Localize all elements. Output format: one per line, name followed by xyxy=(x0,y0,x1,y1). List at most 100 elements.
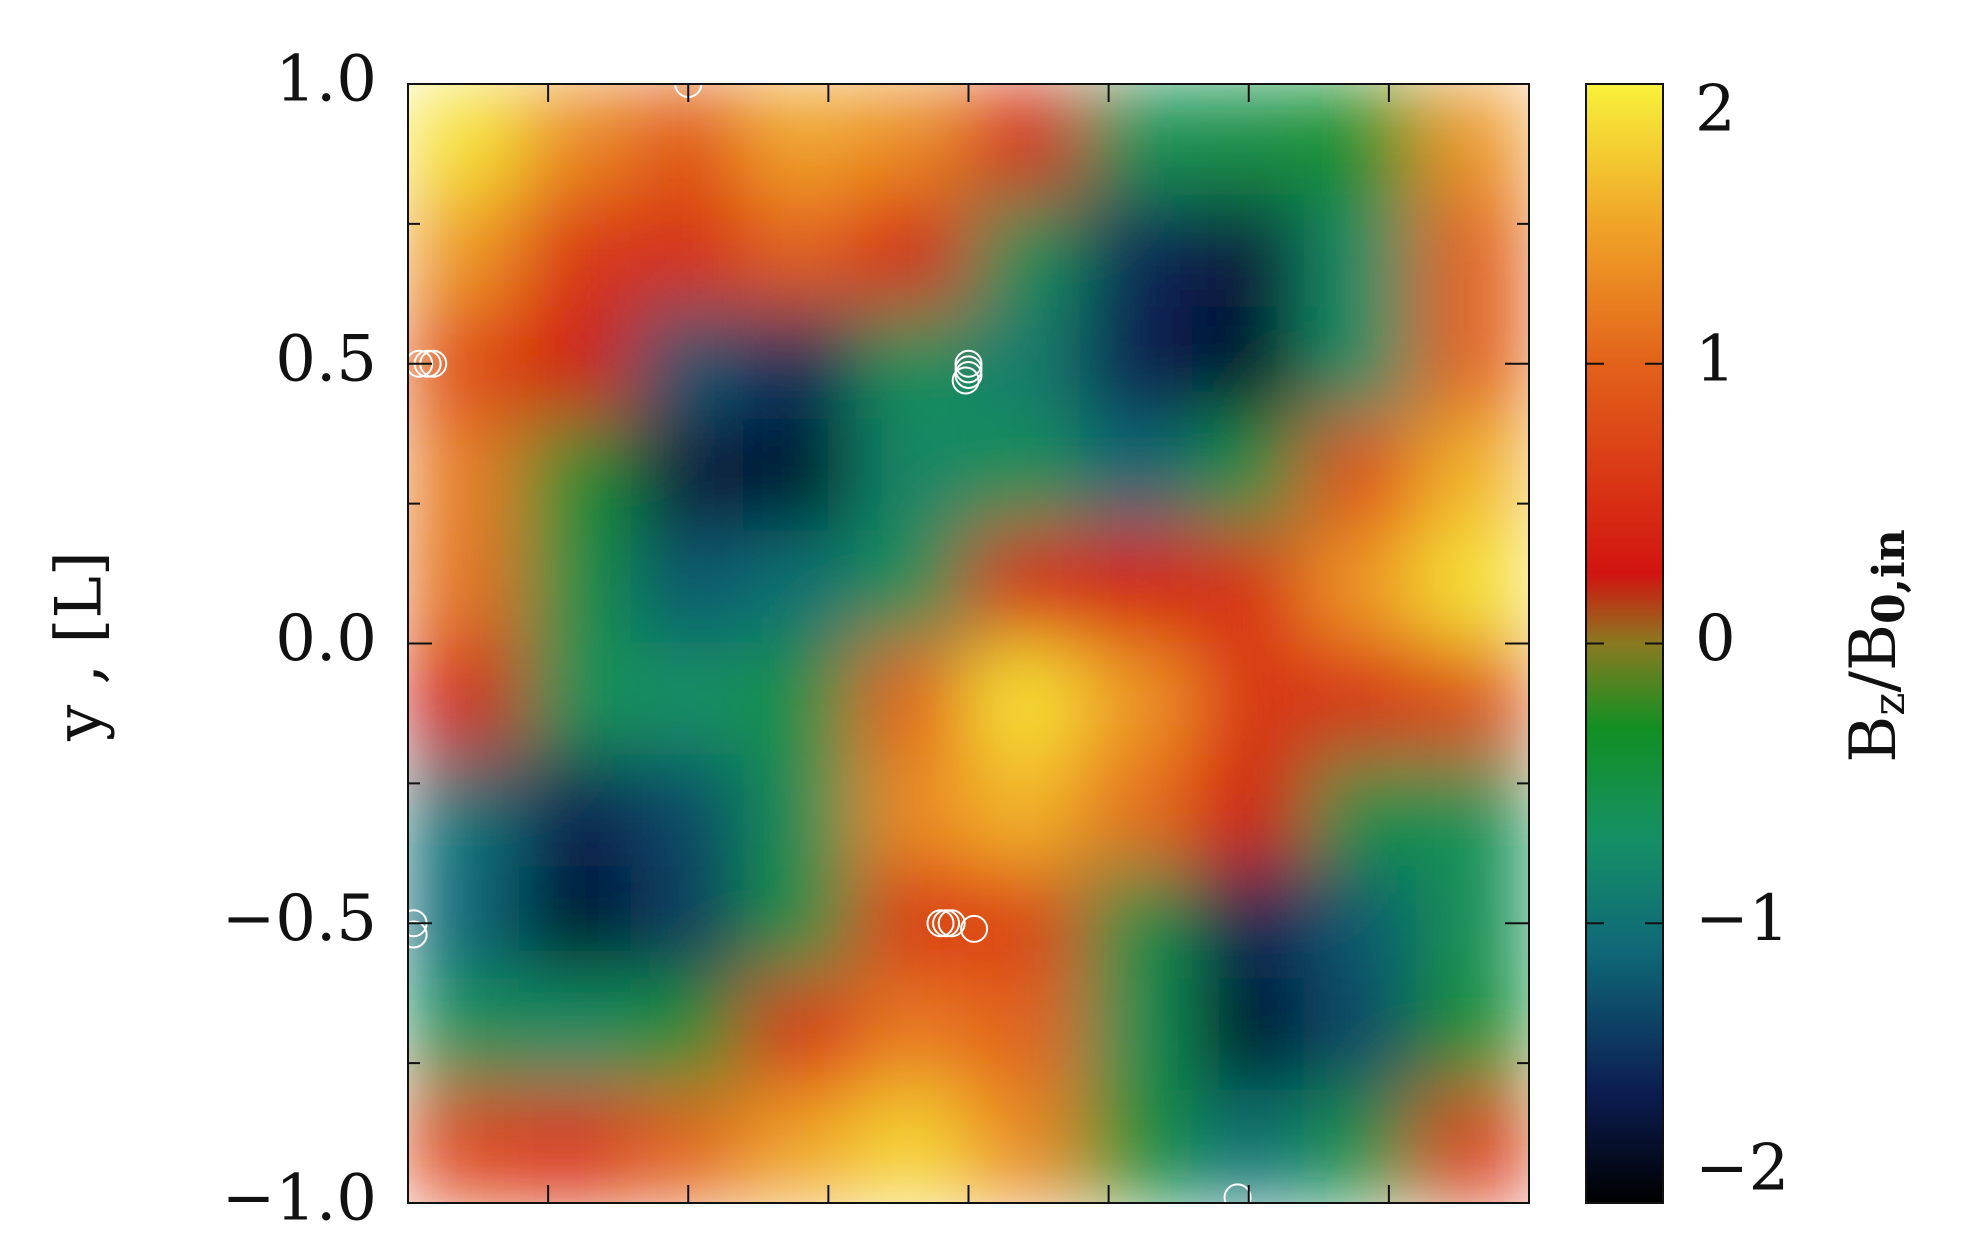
heat-cell xyxy=(1303,84,1418,197)
heat-cell xyxy=(855,530,970,645)
heat-cell xyxy=(855,754,970,869)
heat-cell xyxy=(967,194,1082,309)
heat-cell xyxy=(967,866,1082,981)
colorbar-label: Bz/B0,in xyxy=(1837,529,1915,762)
heat-cell xyxy=(408,194,522,309)
heat-cell xyxy=(967,1090,1082,1203)
heat-cell xyxy=(631,530,746,645)
heat-cell xyxy=(1415,418,1529,533)
marker xyxy=(954,349,983,378)
heat-cell xyxy=(519,866,634,981)
heat-cell xyxy=(1303,418,1418,533)
heat-cell xyxy=(519,754,634,869)
y-tick-label: 0.0 xyxy=(275,602,377,676)
heat-cell xyxy=(1191,530,1306,645)
heat-cell xyxy=(855,306,970,421)
heat-cell xyxy=(743,978,858,1093)
heat-cell xyxy=(1079,866,1194,981)
heat-cell xyxy=(855,84,970,197)
heat-cell xyxy=(631,642,746,757)
heat-cell xyxy=(1415,978,1529,1093)
heat-cell xyxy=(1079,1090,1194,1203)
y-tick-label: −0.5 xyxy=(222,882,377,956)
heat-cell xyxy=(743,1090,858,1203)
marker xyxy=(926,909,955,938)
colorbar-tick-label: 2 xyxy=(1695,73,1736,147)
heat-cell xyxy=(1079,642,1194,757)
heat-cell xyxy=(967,754,1082,869)
heat-cell xyxy=(631,978,746,1093)
heat-cell xyxy=(743,418,858,533)
heat-cell xyxy=(1191,866,1306,981)
heat-cell xyxy=(743,194,858,309)
heat-cell xyxy=(1079,530,1194,645)
heat-cell xyxy=(743,866,858,981)
marker xyxy=(937,909,966,938)
marker xyxy=(954,360,983,389)
heat-cell xyxy=(519,642,634,757)
heat-cell xyxy=(1079,978,1194,1093)
heat-cell xyxy=(743,642,858,757)
heat-cell xyxy=(519,418,634,533)
heat-cell xyxy=(1191,194,1306,309)
heat-cell xyxy=(519,306,634,421)
heat-cell xyxy=(855,418,970,533)
heat-cell xyxy=(1303,1090,1418,1203)
heat-cell xyxy=(1191,642,1306,757)
heat-cell xyxy=(1415,194,1529,309)
heat-cell xyxy=(1415,642,1529,757)
heat-cell xyxy=(1415,84,1529,197)
heat-cell xyxy=(1415,754,1529,869)
heat-cell xyxy=(1079,418,1194,533)
heat-cell xyxy=(1191,418,1306,533)
heat-cell xyxy=(1303,866,1418,981)
heat-cell xyxy=(1191,84,1306,197)
marker xyxy=(1223,1183,1252,1203)
heat-cell xyxy=(743,754,858,869)
heat-cell xyxy=(631,866,746,981)
heat-cell xyxy=(1303,194,1418,309)
heat-cell xyxy=(967,978,1082,1093)
heat-cell xyxy=(1415,1090,1529,1203)
heat-cell xyxy=(631,1090,746,1203)
heat-cell xyxy=(631,418,746,533)
heat-cell xyxy=(1303,530,1418,645)
heat-cell xyxy=(855,978,970,1093)
heat-cell xyxy=(631,194,746,309)
heat-cell xyxy=(519,978,634,1093)
heat-cell xyxy=(1079,194,1194,309)
heat-cell xyxy=(408,754,522,869)
label-sub: z xyxy=(1864,693,1915,716)
heat-cell xyxy=(631,306,746,421)
heat-cell xyxy=(631,754,746,869)
heat-cell xyxy=(408,530,522,645)
heat-cell xyxy=(408,642,522,757)
label-part: B xyxy=(1837,716,1911,763)
heat-cell xyxy=(631,84,746,197)
heat-cell xyxy=(967,306,1082,421)
colorbar-tick-label: 0 xyxy=(1695,602,1736,676)
heat-cell xyxy=(519,194,634,309)
heat-cell xyxy=(408,1090,522,1203)
heat-cell xyxy=(1303,642,1418,757)
heat-cell xyxy=(967,642,1082,757)
heat-cell xyxy=(1415,530,1529,645)
heat-cell xyxy=(1303,754,1418,869)
heat-cell xyxy=(1303,306,1418,421)
heat-cell xyxy=(1191,1090,1306,1203)
heat-cell xyxy=(743,306,858,421)
heat-cell xyxy=(408,84,522,197)
marker xyxy=(954,355,983,384)
heat-cell xyxy=(743,84,858,197)
y-tick-label: 0.5 xyxy=(275,322,377,396)
heat-cell xyxy=(519,530,634,645)
heat-cell xyxy=(967,84,1082,197)
heat-cell xyxy=(1079,84,1194,197)
label-part: /B xyxy=(1837,624,1911,693)
heatmap xyxy=(408,84,1529,1203)
marker xyxy=(951,366,980,395)
label-sub: 0,in xyxy=(1864,529,1915,624)
y-axis-label: y , [L] xyxy=(43,551,117,742)
y-tick-label: 1.0 xyxy=(275,43,377,117)
